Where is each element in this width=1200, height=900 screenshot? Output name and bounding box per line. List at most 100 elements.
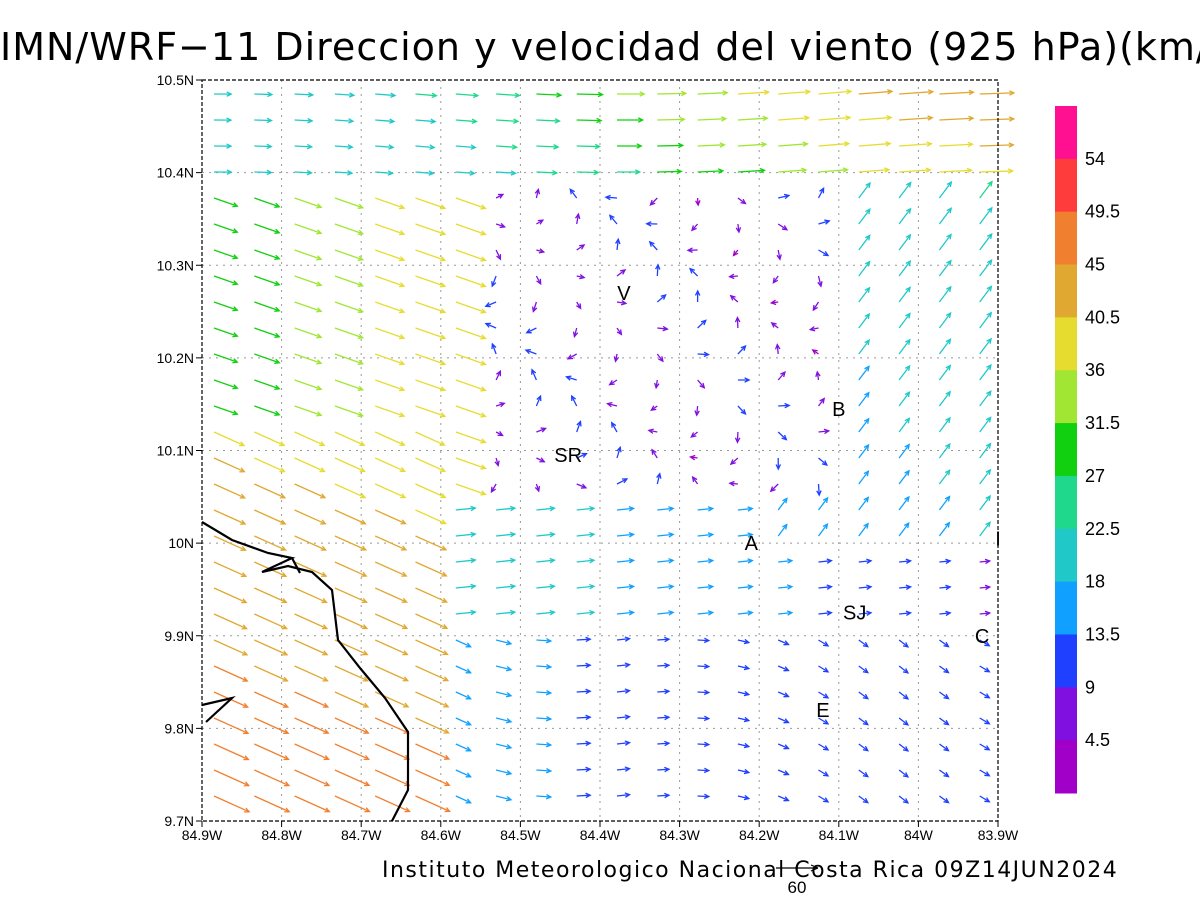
wind-vector [979,795,991,803]
wind-vector [737,141,768,148]
wind-vector [415,144,436,150]
wind-vector [294,275,323,287]
wind-vector [734,316,741,329]
wind-vector [334,144,354,150]
wind-vector [938,259,952,277]
wind-vector [213,143,233,149]
wind-vector [697,767,711,774]
x-tick-label: 84.8W [261,827,302,843]
wind-vector [576,792,592,799]
wind-vector [455,743,472,752]
wind-vector [334,327,365,339]
station-label: A [745,533,759,555]
wind-vector [772,275,779,284]
wind-vector [898,181,912,199]
wind-vector [294,561,328,577]
wind-vector [778,193,791,200]
wind-vector [254,197,281,208]
wind-vector [495,717,513,724]
wind-vector [576,557,596,564]
wind-vector [374,613,409,630]
wind-vector [576,143,602,150]
wind-vector [690,431,699,438]
wind-vector [294,457,326,473]
wind-vector [697,319,707,329]
wind-vector [694,289,701,303]
wind-vector [697,610,715,616]
wind-vector [938,442,951,459]
wind-vector [697,90,729,96]
wind-vector [254,587,288,604]
y-tick-label: 10.3N [157,257,194,273]
wind-vector [728,480,738,487]
wind-vector [374,691,410,708]
wind-vector [254,691,290,708]
station-label: E [816,700,829,722]
wind-vector [495,639,513,646]
wind-vector [455,505,477,512]
wind-vector [898,364,911,381]
wind-vector [979,416,992,433]
wind-vector [898,691,910,700]
wind-vector [858,769,870,778]
wind-vector [254,169,273,176]
wind-vector [334,587,368,604]
colorbar-segment [1055,264,1077,318]
wind-vector [811,349,819,355]
wind-vector [254,795,291,813]
wind-vector [294,249,323,261]
wind-vector [334,249,365,261]
wind-vector [616,792,632,798]
wind-vector [574,212,581,225]
wind-vector [415,275,447,288]
wind-vector [778,115,811,121]
wind-vector [938,495,951,511]
wind-vector [254,769,291,787]
wind-vector [858,610,873,616]
wind-vector [697,168,725,174]
wind-vector [657,506,675,512]
wind-vector [737,405,747,415]
wind-vector [455,327,487,340]
wind-vector [695,197,701,207]
wind-vector [735,223,742,234]
wind-vector [213,613,248,630]
wind-vector [737,344,747,355]
y-tick-label: 10.1N [157,443,194,459]
wind-vector [979,363,992,381]
wind-vector [654,379,660,390]
wind-vector [415,327,447,340]
wind-vector [374,223,406,236]
wind-vector [536,583,556,590]
wind-vector [737,794,751,801]
wind-vector [737,506,754,512]
wind-vector [818,249,830,257]
wind-vector [415,561,448,577]
colorbar-label: 45 [1085,255,1105,275]
wind-vector [254,143,273,150]
wind-vector [818,610,833,616]
wind-vector [818,167,850,173]
wind-vector [657,714,671,721]
wind-vector [657,90,688,97]
wind-vector [496,583,517,590]
wind-vector [334,483,367,499]
wind-vector [777,769,790,776]
wind-vector [536,767,553,774]
wind-vector [817,496,829,511]
y-tick-label: 10N [168,535,194,551]
station-label: V [617,283,631,305]
wind-vector [455,609,477,616]
wind-vector [938,338,952,355]
wind-vector [939,89,975,96]
wind-vector [374,587,408,603]
wind-vector [375,92,397,98]
wind-vector [294,301,323,313]
wind-vector [536,144,560,150]
colorbar-segment [1055,740,1077,794]
wind-vector [576,483,588,489]
wind-vector [616,91,646,97]
wind-vector [858,167,891,173]
wind-vector [455,769,472,778]
